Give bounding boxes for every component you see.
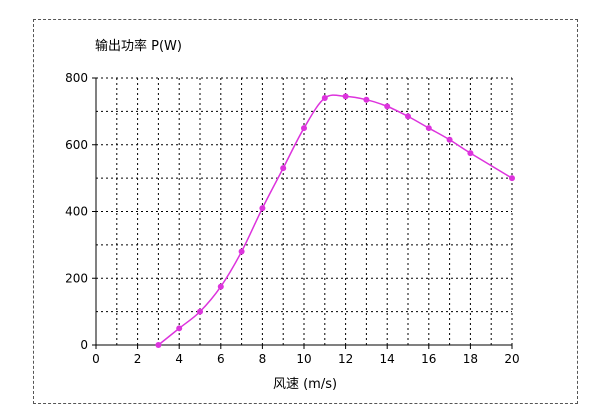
x-tick-label: 20: [504, 352, 519, 366]
data-point: [238, 248, 245, 255]
data-point: [425, 125, 432, 132]
data-point: [384, 103, 391, 110]
data-point: [259, 205, 266, 212]
data-point: [155, 342, 162, 348]
y-tick-label: 200: [65, 271, 88, 285]
x-tick-label: 12: [338, 352, 353, 366]
data-point: [176, 325, 183, 332]
axes: [92, 77, 513, 349]
series: [155, 93, 515, 348]
y-tick-label: 600: [65, 138, 88, 152]
data-point: [405, 113, 411, 120]
data-point: [446, 136, 453, 143]
x-tick-label: 18: [463, 352, 478, 366]
data-point: [467, 150, 474, 157]
x-tick-label: 8: [259, 352, 267, 366]
data-point: [363, 96, 370, 103]
data-point: [342, 93, 349, 100]
x-tick-label: 2: [134, 352, 142, 366]
data-point: [301, 125, 307, 132]
y-axis-title: 输出功率 P(W): [95, 38, 182, 54]
data-point: [280, 165, 287, 172]
y-tick-label: 800: [65, 71, 88, 85]
data-point: [217, 283, 224, 290]
y-tick-label: 0: [80, 338, 88, 352]
x-tick-label: 14: [380, 352, 395, 366]
data-point: [509, 175, 515, 182]
x-tick-label: 6: [217, 352, 225, 366]
chart-frame: [33, 19, 578, 404]
y-tick-label: 400: [65, 205, 88, 219]
x-tick-label: 4: [175, 352, 183, 366]
x-tick-label: 0: [92, 352, 100, 366]
x-tick-label: 16: [421, 352, 436, 366]
x-tick-label: 10: [296, 352, 311, 366]
data-point: [197, 308, 203, 315]
tick-labels: 0 200 400 600 800 0 2 4 6 8 10 12 14 16 18 20: [65, 71, 520, 366]
x-axis-title: 风速 (m/s): [273, 377, 337, 392]
grid: [96, 77, 513, 345]
series-line: [157, 94, 513, 346]
data-point: [321, 95, 328, 102]
